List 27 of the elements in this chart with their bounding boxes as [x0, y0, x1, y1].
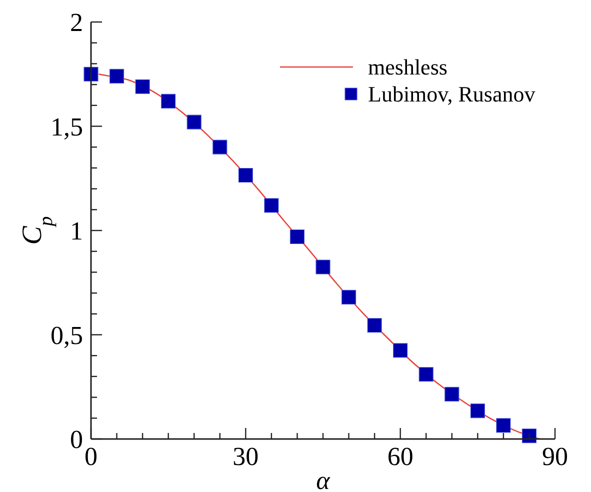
x-tick-label: 30: [232, 442, 259, 471]
x-axis-title: α: [316, 466, 332, 492]
point: [212, 140, 228, 154]
point: [341, 290, 356, 305]
point: [367, 318, 382, 333]
y-tick-label: 2: [70, 8, 83, 38]
point: [238, 168, 253, 183]
point: [496, 418, 511, 433]
point: [316, 260, 330, 274]
point: [161, 94, 176, 109]
y-tick-label: 1: [70, 216, 83, 246]
point: [109, 68, 124, 84]
point: [264, 198, 279, 213]
x-tick-label: 90: [542, 442, 568, 471]
point: [418, 367, 434, 382]
point: [470, 404, 485, 418]
y-tick-label: 0,5: [50, 320, 83, 350]
x-tick-label: 60: [387, 442, 414, 471]
point: [186, 114, 202, 130]
point: [135, 79, 150, 94]
legend-label: Lubimov, Rusanov: [368, 82, 536, 107]
legend-label: meshless: [368, 54, 448, 80]
point: [393, 343, 408, 358]
y-tick-label: 1,5: [50, 112, 83, 142]
point: [84, 66, 98, 82]
point: [444, 386, 460, 402]
point: [290, 229, 305, 244]
